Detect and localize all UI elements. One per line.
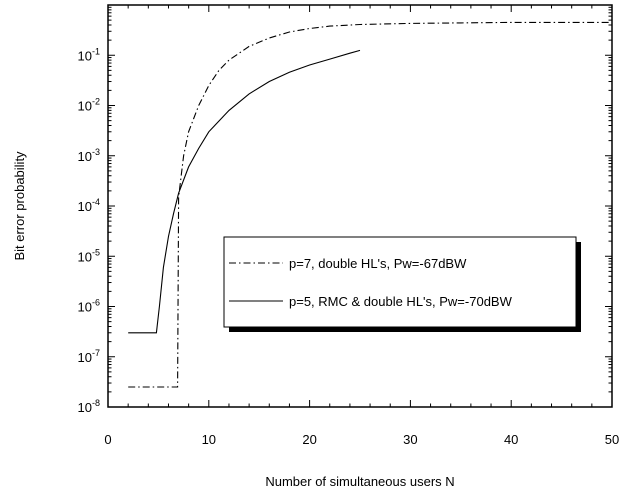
- legend-label-series-2: p=5, RMC & double HL's, Pw=-70dBW: [289, 294, 513, 309]
- y-tick-label: 10-5: [78, 247, 100, 264]
- x-tick-labels: 0 10 20 30 40 50: [104, 432, 619, 447]
- x-tick-label: 30: [403, 432, 417, 447]
- y-tick-label: 10-1: [78, 46, 100, 63]
- y-tick-labels: 10-8 10-7 10-6 10-5 10-4 10-3 10-2 10-1: [78, 46, 100, 415]
- y-axis-title: Bit error probability: [12, 151, 27, 261]
- legend: p=7, double HL's, Pw=-67dBW p=5, RMC & d…: [223, 236, 581, 332]
- plot-frame: [107, 4, 613, 408]
- y-tick-label: 10-2: [78, 97, 100, 114]
- y-tick-label: 10-7: [78, 348, 100, 365]
- x-tick-label: 10: [202, 432, 216, 447]
- y-tick-label: 10-6: [78, 298, 100, 315]
- series-layer: [128, 21, 612, 388]
- axis-ticks: [107, 5, 613, 408]
- series-line-1: [128, 21, 612, 388]
- x-tick-label: 0: [104, 432, 111, 447]
- x-axis-title: Number of simultaneous users N: [265, 474, 454, 489]
- x-tick-label: 20: [302, 432, 316, 447]
- series-line-2: [128, 49, 361, 334]
- x-tick-label: 50: [605, 432, 619, 447]
- y-tick-label: 10-3: [78, 147, 100, 164]
- legend-label-series-1: p=7, double HL's, Pw=-67dBW: [289, 256, 467, 271]
- legend-box: [223, 236, 577, 328]
- y-tick-label: 10-8: [78, 398, 100, 415]
- x-tick-label: 40: [504, 432, 518, 447]
- y-tick-label: 10-4: [78, 197, 100, 214]
